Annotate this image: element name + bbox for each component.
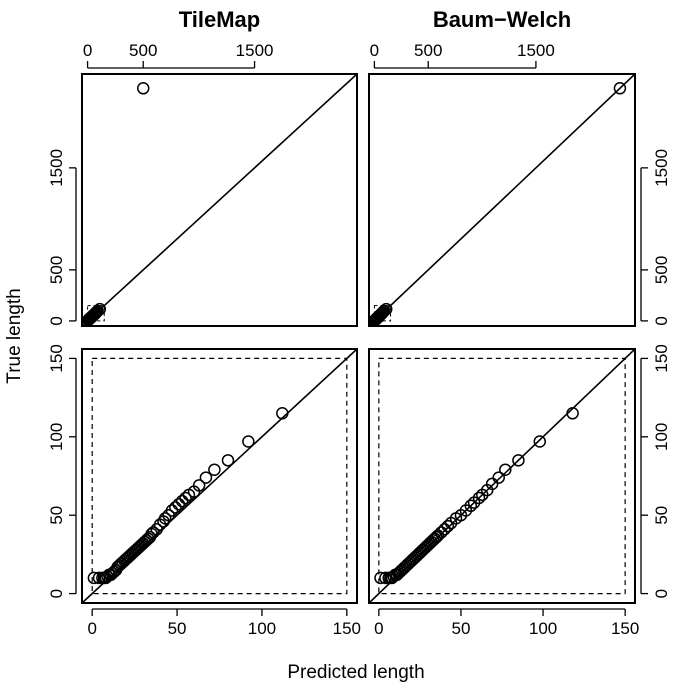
y-tick-label: 100 (652, 423, 671, 451)
plot-area (82, 74, 357, 326)
data-point (91, 304, 104, 318)
y-tick-label: 150 (47, 344, 66, 372)
data-point (87, 571, 101, 585)
data-point (464, 499, 478, 513)
x-tick-label: 150 (611, 619, 639, 638)
data-point (175, 494, 189, 508)
x-tick-label: 100 (529, 619, 557, 638)
panel-title: TileMap (179, 7, 261, 32)
x-tick-label: 1500 (517, 41, 555, 60)
data-point (179, 491, 192, 505)
data-point (208, 463, 221, 476)
data-point (472, 491, 486, 505)
data-point (375, 306, 389, 320)
data-point (172, 497, 186, 511)
data-point (192, 479, 206, 492)
x-tick-label: 1500 (236, 41, 274, 60)
y-tick-label: 1500 (47, 149, 66, 187)
x-axis-title: Predicted length (287, 662, 424, 683)
y-tick-label: 50 (47, 506, 66, 525)
x-tick-label: 500 (414, 41, 442, 60)
y-axis-title: True length (4, 288, 25, 383)
data-point (566, 407, 579, 420)
data-point (165, 504, 179, 517)
plot-area (82, 349, 357, 603)
identity-line (369, 74, 635, 326)
panel-frame (81, 73, 358, 327)
plot-area (369, 349, 635, 603)
data-point (276, 407, 289, 420)
panel-title: Baum−Welch (433, 7, 571, 32)
y-tick-label: 0 (652, 589, 671, 598)
panel-frame (368, 348, 636, 604)
data-point (242, 435, 255, 448)
x-tick-label: 0 (370, 41, 379, 60)
x-tick-label: 100 (248, 619, 276, 638)
data-point (147, 526, 160, 539)
panel-top-left: 0 500 1500 0 500 1500 TileMap (47, 7, 358, 327)
data-point (441, 519, 455, 533)
panel-frame (368, 73, 636, 327)
dashed-range-box (91, 357, 348, 595)
x-tick-label: 0 (87, 619, 96, 638)
data-point (376, 305, 390, 319)
data-point (136, 82, 150, 95)
data-point (438, 523, 451, 536)
plot-area (369, 74, 635, 326)
data-point (93, 302, 107, 316)
y-tick-label: 0 (47, 589, 66, 598)
x-tick-label: 50 (168, 619, 187, 638)
y-tick-label: 100 (47, 423, 66, 451)
data-point (89, 306, 102, 320)
data-point (499, 463, 512, 476)
data-point (428, 532, 441, 545)
data-point (533, 435, 547, 448)
dashed-range-box (378, 357, 626, 595)
panel-frame (81, 348, 358, 604)
y-tick-label: 1500 (652, 149, 671, 187)
data-point (90, 305, 103, 319)
y-tick-label: 0 (652, 316, 671, 325)
panel-bottom-left: 0 50 100 150 0 50 100 150 (47, 344, 361, 638)
data-point (221, 454, 235, 467)
data-point (169, 501, 182, 514)
data-point (492, 471, 505, 484)
y-tick-label: 0 (47, 316, 66, 325)
panel-bottom-right: 0 50 100 150 0 50 100 150 (368, 344, 671, 638)
x-tick-label: 150 (333, 619, 361, 638)
data-point (485, 477, 499, 491)
data-point (613, 82, 627, 95)
x-tick-label: 500 (129, 41, 157, 60)
panel-top-right: 0 500 1500 0 500 1500 Baum−Welch (368, 7, 671, 327)
data-point (158, 512, 172, 525)
y-tick-label: 50 (652, 506, 671, 525)
y-tick-label: 500 (652, 256, 671, 284)
data-point (379, 302, 393, 316)
data-point (377, 304, 391, 318)
data-point (434, 526, 448, 539)
y-tick-label: 500 (47, 256, 66, 284)
data-point (199, 471, 213, 484)
x-tick-label: 0 (83, 41, 92, 60)
data-point (512, 454, 525, 467)
x-tick-label: 0 (374, 619, 383, 638)
x-tick-label: 50 (451, 619, 470, 638)
identity-line (82, 74, 357, 326)
y-tick-label: 150 (652, 344, 671, 372)
data-point (431, 529, 445, 542)
